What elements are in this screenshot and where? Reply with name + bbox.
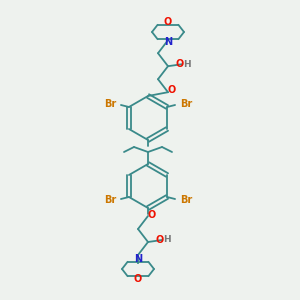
Text: N: N	[164, 37, 172, 47]
Text: N: N	[134, 254, 142, 264]
Text: Br: Br	[104, 195, 116, 205]
Text: O: O	[148, 210, 156, 220]
Text: O: O	[134, 274, 142, 284]
Text: Br: Br	[180, 99, 192, 109]
Text: O: O	[168, 85, 176, 95]
Text: H: H	[163, 236, 171, 244]
Text: Br: Br	[104, 99, 116, 109]
Text: O: O	[176, 59, 184, 69]
Text: O: O	[156, 235, 164, 245]
Text: O: O	[164, 17, 172, 27]
Text: H: H	[183, 60, 191, 69]
Text: Br: Br	[180, 195, 192, 205]
